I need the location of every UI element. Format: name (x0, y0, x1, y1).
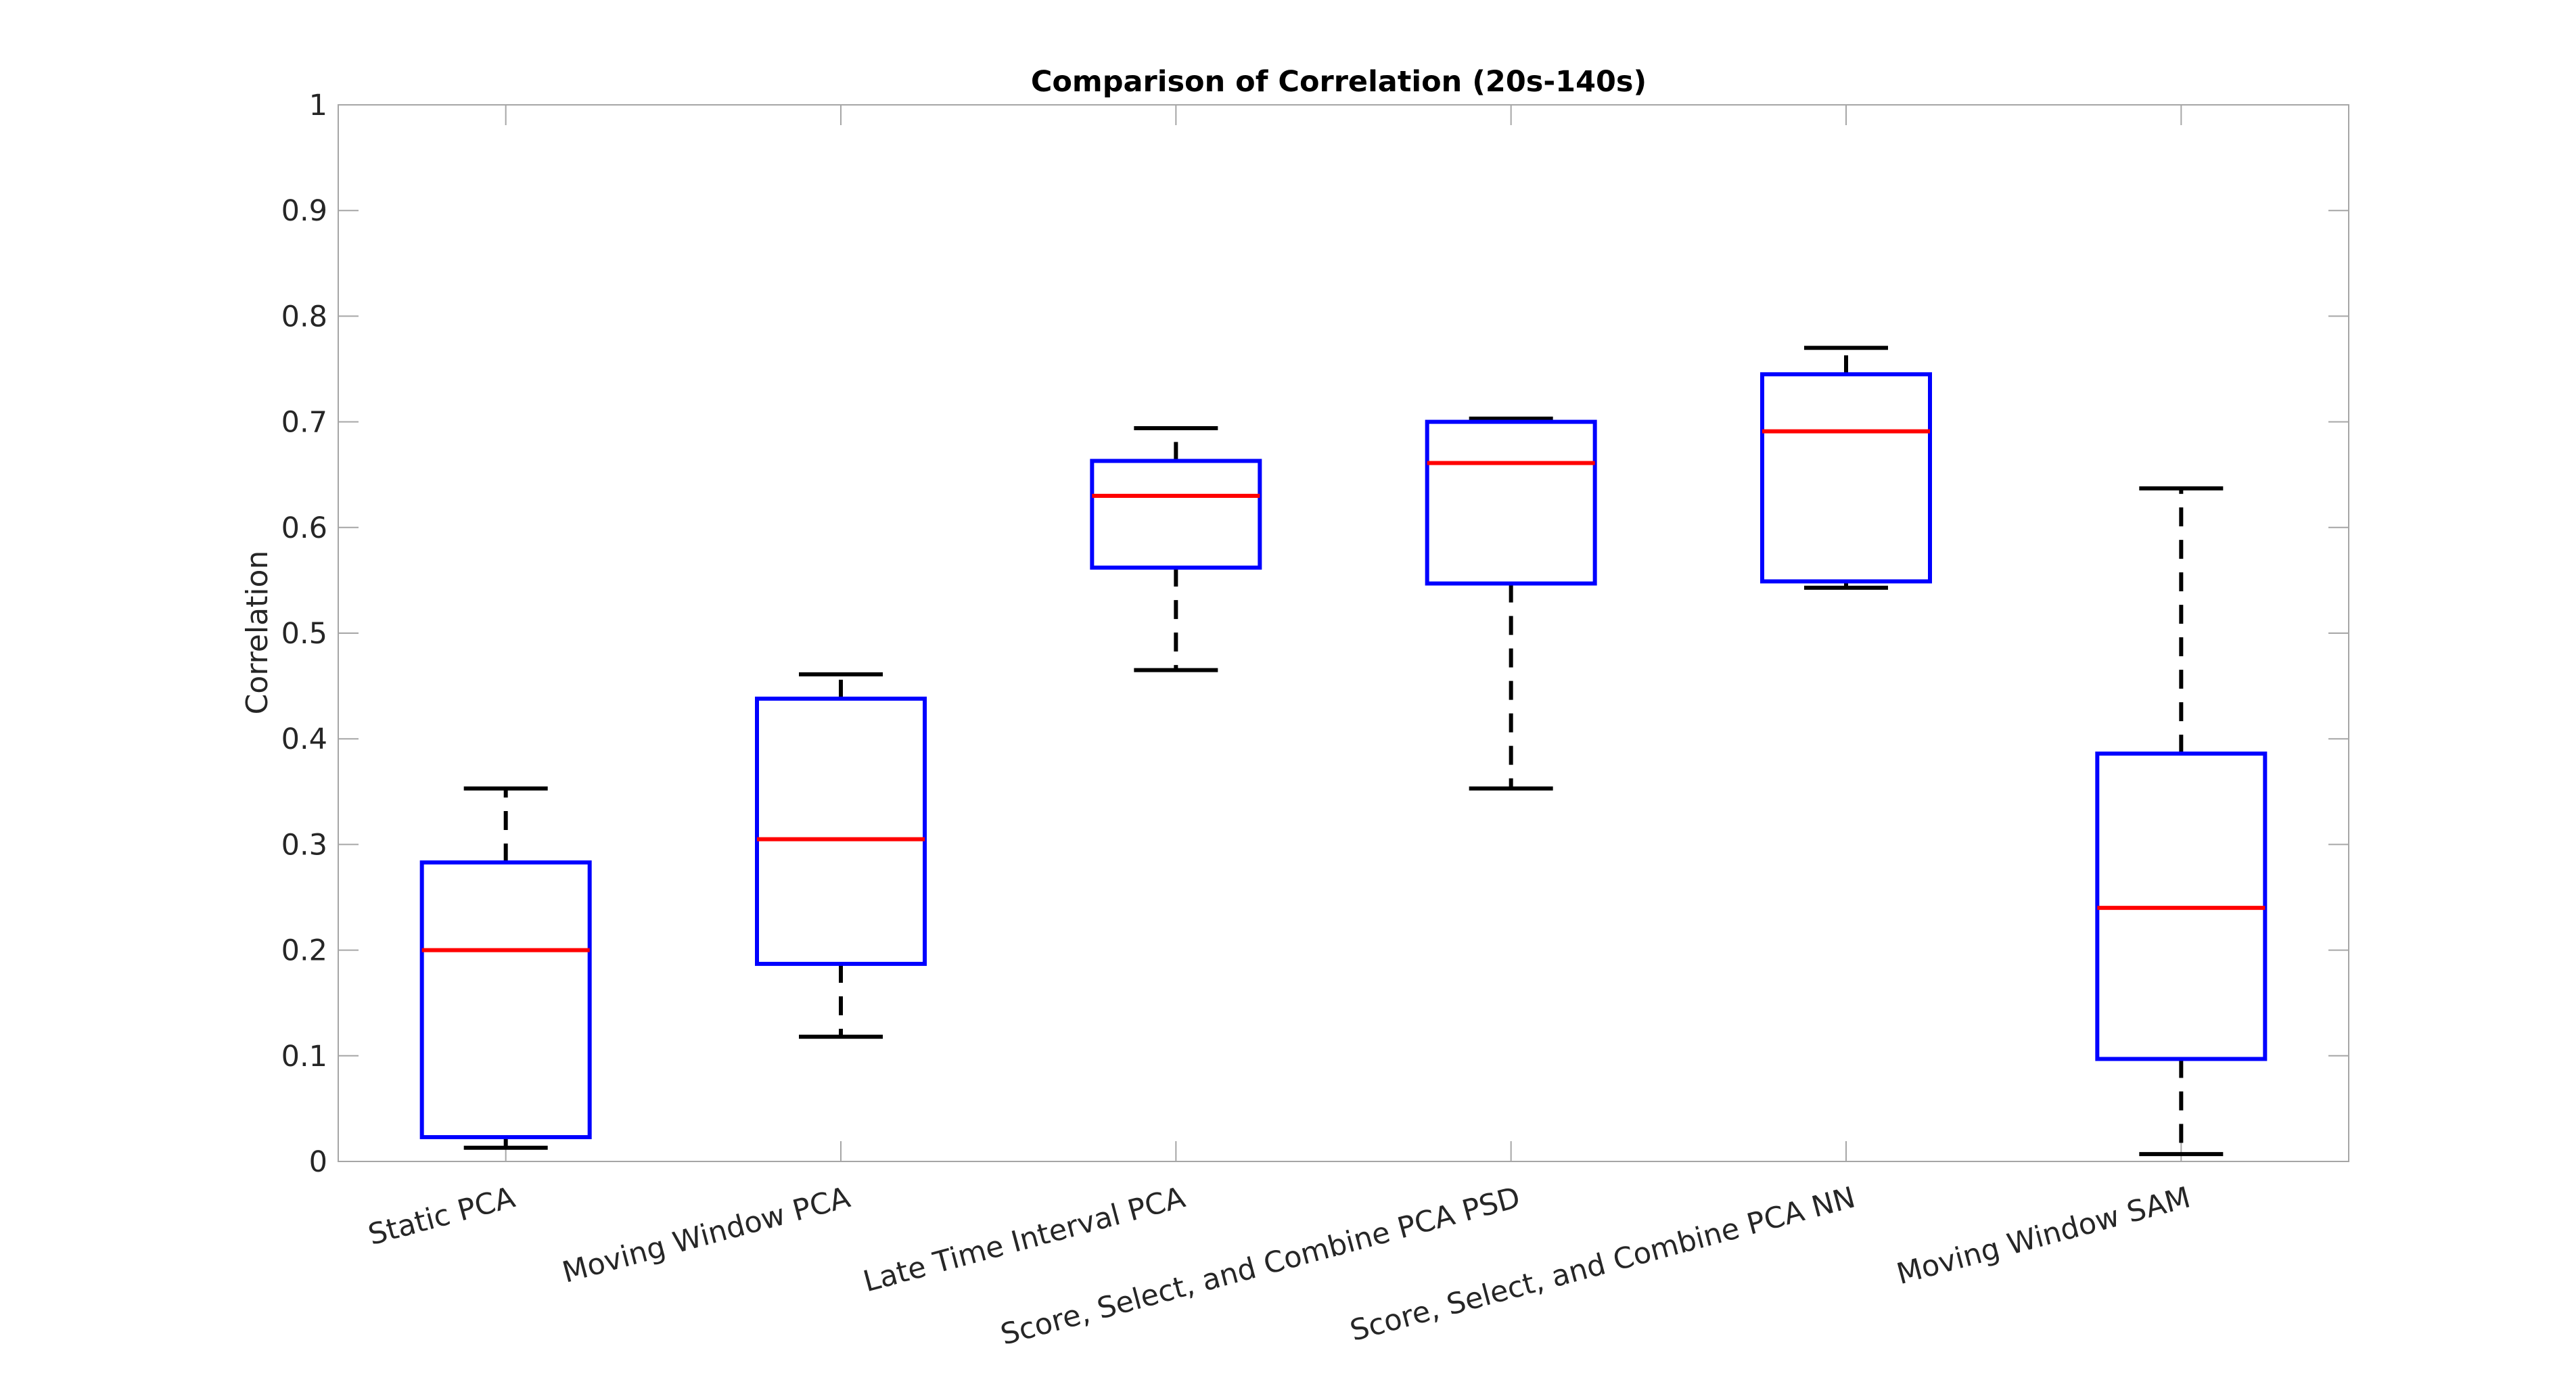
y-tick-label: 1 (309, 89, 327, 122)
y-tick-label: 0.1 (281, 1040, 327, 1074)
iqr-box (419, 860, 592, 1140)
chart-title: Comparison of Correlation (20s-140s) (1031, 65, 1647, 99)
y-tick-label: 0.8 (281, 300, 327, 333)
iqr-box (755, 696, 927, 966)
x-tick-label: Moving Window SAM (1893, 1180, 2194, 1291)
y-tick-label: 0.3 (281, 828, 327, 862)
x-tick-label: Moving Window PCA (559, 1180, 854, 1290)
y-tick-label: 0.2 (281, 934, 327, 968)
iqr-box (1425, 419, 1597, 586)
y-tick-label: 0.5 (281, 617, 327, 651)
x-tick-label: Score, Select, and Combine PCA PSD (997, 1180, 1523, 1352)
y-tick-label: 0 (309, 1145, 327, 1179)
y-tick-label: 0.9 (281, 194, 327, 228)
y-tick-label: 0.7 (281, 406, 327, 440)
plot-area: 0 0.1 0.2 0.3 0.4 0.5 0.6 0.7 0.8 0.9 1 Static PCA M… (281, 89, 2349, 1352)
y-axis-label: Correlation (240, 551, 275, 715)
iqr-box (1090, 459, 1262, 570)
iqr-box (1760, 372, 1932, 584)
x-tick-label: Static PCA (365, 1180, 519, 1252)
plot-frame (338, 104, 2349, 1162)
y-tick-label: 0.4 (281, 722, 327, 756)
y-tick-label: 0.6 (281, 511, 327, 545)
